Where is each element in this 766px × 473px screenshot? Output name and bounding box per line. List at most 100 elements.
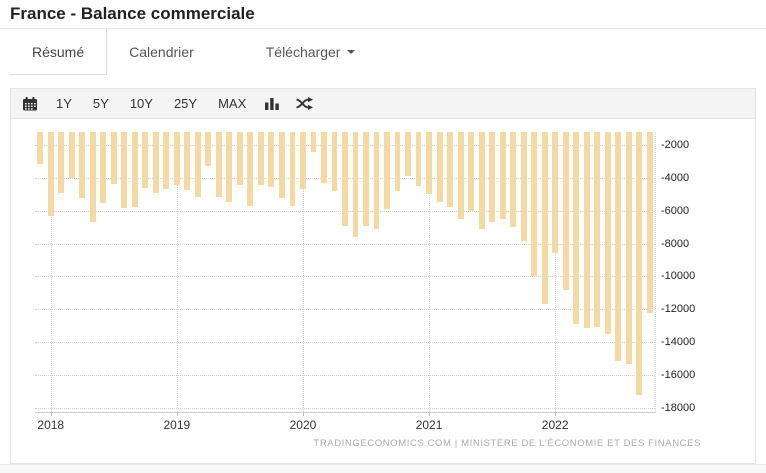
bar[interactable] — [37, 132, 43, 164]
bar[interactable] — [195, 132, 201, 197]
x-axis-tick — [555, 412, 556, 416]
y-axis-label: -16000 — [661, 369, 695, 381]
bar[interactable] — [636, 132, 642, 395]
chart-attribution: TRADINGECONOMICS.COM | MINISTÈRE DE L'ÉC… — [313, 438, 701, 449]
bar[interactable] — [69, 132, 75, 178]
bar[interactable] — [363, 132, 369, 226]
bar[interactable] — [58, 132, 64, 193]
range-buttons: 1Y 5Y 10Y 25Y MAX — [54, 96, 248, 111]
range-button-5y[interactable]: 5Y — [91, 96, 111, 111]
x-axis-label: 2020 — [290, 418, 317, 432]
bar[interactable] — [121, 132, 127, 208]
bar[interactable] — [205, 132, 211, 166]
y-axis-label: -4000 — [661, 172, 689, 184]
bar[interactable] — [153, 132, 159, 193]
bar[interactable] — [48, 132, 54, 216]
page-bottom-strip — [0, 464, 766, 473]
bar[interactable] — [500, 132, 506, 219]
chevron-down-icon — [347, 50, 355, 54]
bar[interactable] — [321, 132, 327, 183]
tab-telecharger-label: Télécharger — [266, 44, 341, 60]
range-button-max[interactable]: MAX — [216, 96, 248, 111]
bar[interactable] — [100, 132, 106, 203]
bar[interactable] — [132, 132, 138, 207]
bar[interactable] — [353, 132, 359, 237]
bar[interactable] — [573, 132, 579, 324]
bar[interactable] — [332, 132, 338, 191]
y-gridline — [35, 375, 655, 376]
bar[interactable] — [163, 132, 169, 189]
bar-chart-icon[interactable] — [265, 97, 279, 110]
x-axis-tick — [303, 412, 304, 416]
bar[interactable] — [647, 132, 653, 313]
chart-region: TRADINGECONOMICS.COM | MINISTÈRE DE L'ÉC… — [11, 119, 755, 463]
bar[interactable] — [426, 132, 432, 194]
y-gridline — [35, 408, 655, 409]
bar[interactable] — [437, 132, 443, 202]
bar[interactable] — [384, 132, 390, 209]
tab-telecharger[interactable]: Télécharger — [244, 29, 378, 75]
y-axis-label: -12000 — [661, 303, 695, 315]
bar[interactable] — [311, 132, 317, 152]
tab-bar: Résumé Calendrier Télécharger — [10, 29, 377, 75]
bar[interactable] — [268, 132, 274, 187]
bar[interactable] — [615, 132, 621, 361]
range-button-10y[interactable]: 10Y — [128, 96, 155, 111]
bar[interactable] — [416, 132, 422, 186]
bar[interactable] — [542, 132, 548, 304]
tab-calendrier[interactable]: Calendrier — [107, 29, 216, 75]
bar[interactable] — [468, 132, 474, 211]
bar[interactable] — [290, 132, 296, 206]
bar[interactable] — [111, 132, 117, 184]
bar[interactable] — [258, 132, 264, 185]
plot-area — [35, 132, 656, 413]
range-button-25y[interactable]: 25Y — [172, 96, 199, 111]
bar[interactable] — [563, 132, 569, 290]
x-axis-label: 2022 — [542, 418, 569, 432]
bar[interactable] — [216, 132, 222, 197]
bar[interactable] — [626, 132, 632, 364]
chart-panel: 1Y 5Y 10Y 25Y MAX TRADINGECONOMICS.COM | MIN… — [10, 88, 756, 464]
range-button-1y[interactable]: 1Y — [54, 96, 74, 111]
bar[interactable] — [458, 132, 464, 219]
bar[interactable] — [247, 132, 253, 206]
bar[interactable] — [584, 132, 590, 328]
bar[interactable] — [174, 132, 180, 185]
bar[interactable] — [90, 132, 96, 222]
bar[interactable] — [605, 132, 611, 334]
y-axis-label: -8000 — [661, 238, 689, 250]
bar[interactable] — [395, 132, 401, 191]
calendar-icon[interactable] — [23, 97, 37, 111]
bar[interactable] — [374, 132, 380, 229]
tab-resume[interactable]: Résumé — [10, 29, 107, 75]
title-bar: France - Balance commerciale — [0, 0, 766, 29]
shuffle-icon[interactable] — [296, 97, 313, 110]
tab-resume-label: Résumé — [32, 44, 84, 60]
y-gridline — [35, 342, 655, 343]
bar[interactable] — [79, 132, 85, 198]
bar[interactable] — [184, 132, 190, 190]
bar[interactable] — [226, 132, 232, 202]
bar[interactable] — [594, 132, 600, 327]
bar[interactable] — [552, 132, 558, 253]
y-axis-label: -10000 — [661, 270, 695, 282]
y-axis-label: -14000 — [661, 336, 695, 348]
bar[interactable] — [510, 132, 516, 227]
bar[interactable] — [279, 132, 285, 198]
bar[interactable] — [489, 132, 495, 222]
bar[interactable] — [300, 132, 306, 189]
y-axis-label: -6000 — [661, 205, 689, 217]
bar[interactable] — [447, 132, 453, 207]
x-axis-label: 2019 — [164, 418, 191, 432]
x-axis-label: 2018 — [37, 418, 64, 432]
bar[interactable] — [479, 132, 485, 229]
bar[interactable] — [142, 132, 148, 188]
bar[interactable] — [521, 132, 527, 241]
y-axis-label: -18000 — [661, 402, 695, 414]
bar[interactable] — [405, 132, 411, 176]
bar[interactable] — [342, 132, 348, 226]
bar[interactable] — [531, 132, 537, 276]
bar[interactable] — [237, 132, 243, 185]
x-axis-tick — [51, 412, 52, 416]
tab-calendrier-label: Calendrier — [129, 44, 194, 60]
